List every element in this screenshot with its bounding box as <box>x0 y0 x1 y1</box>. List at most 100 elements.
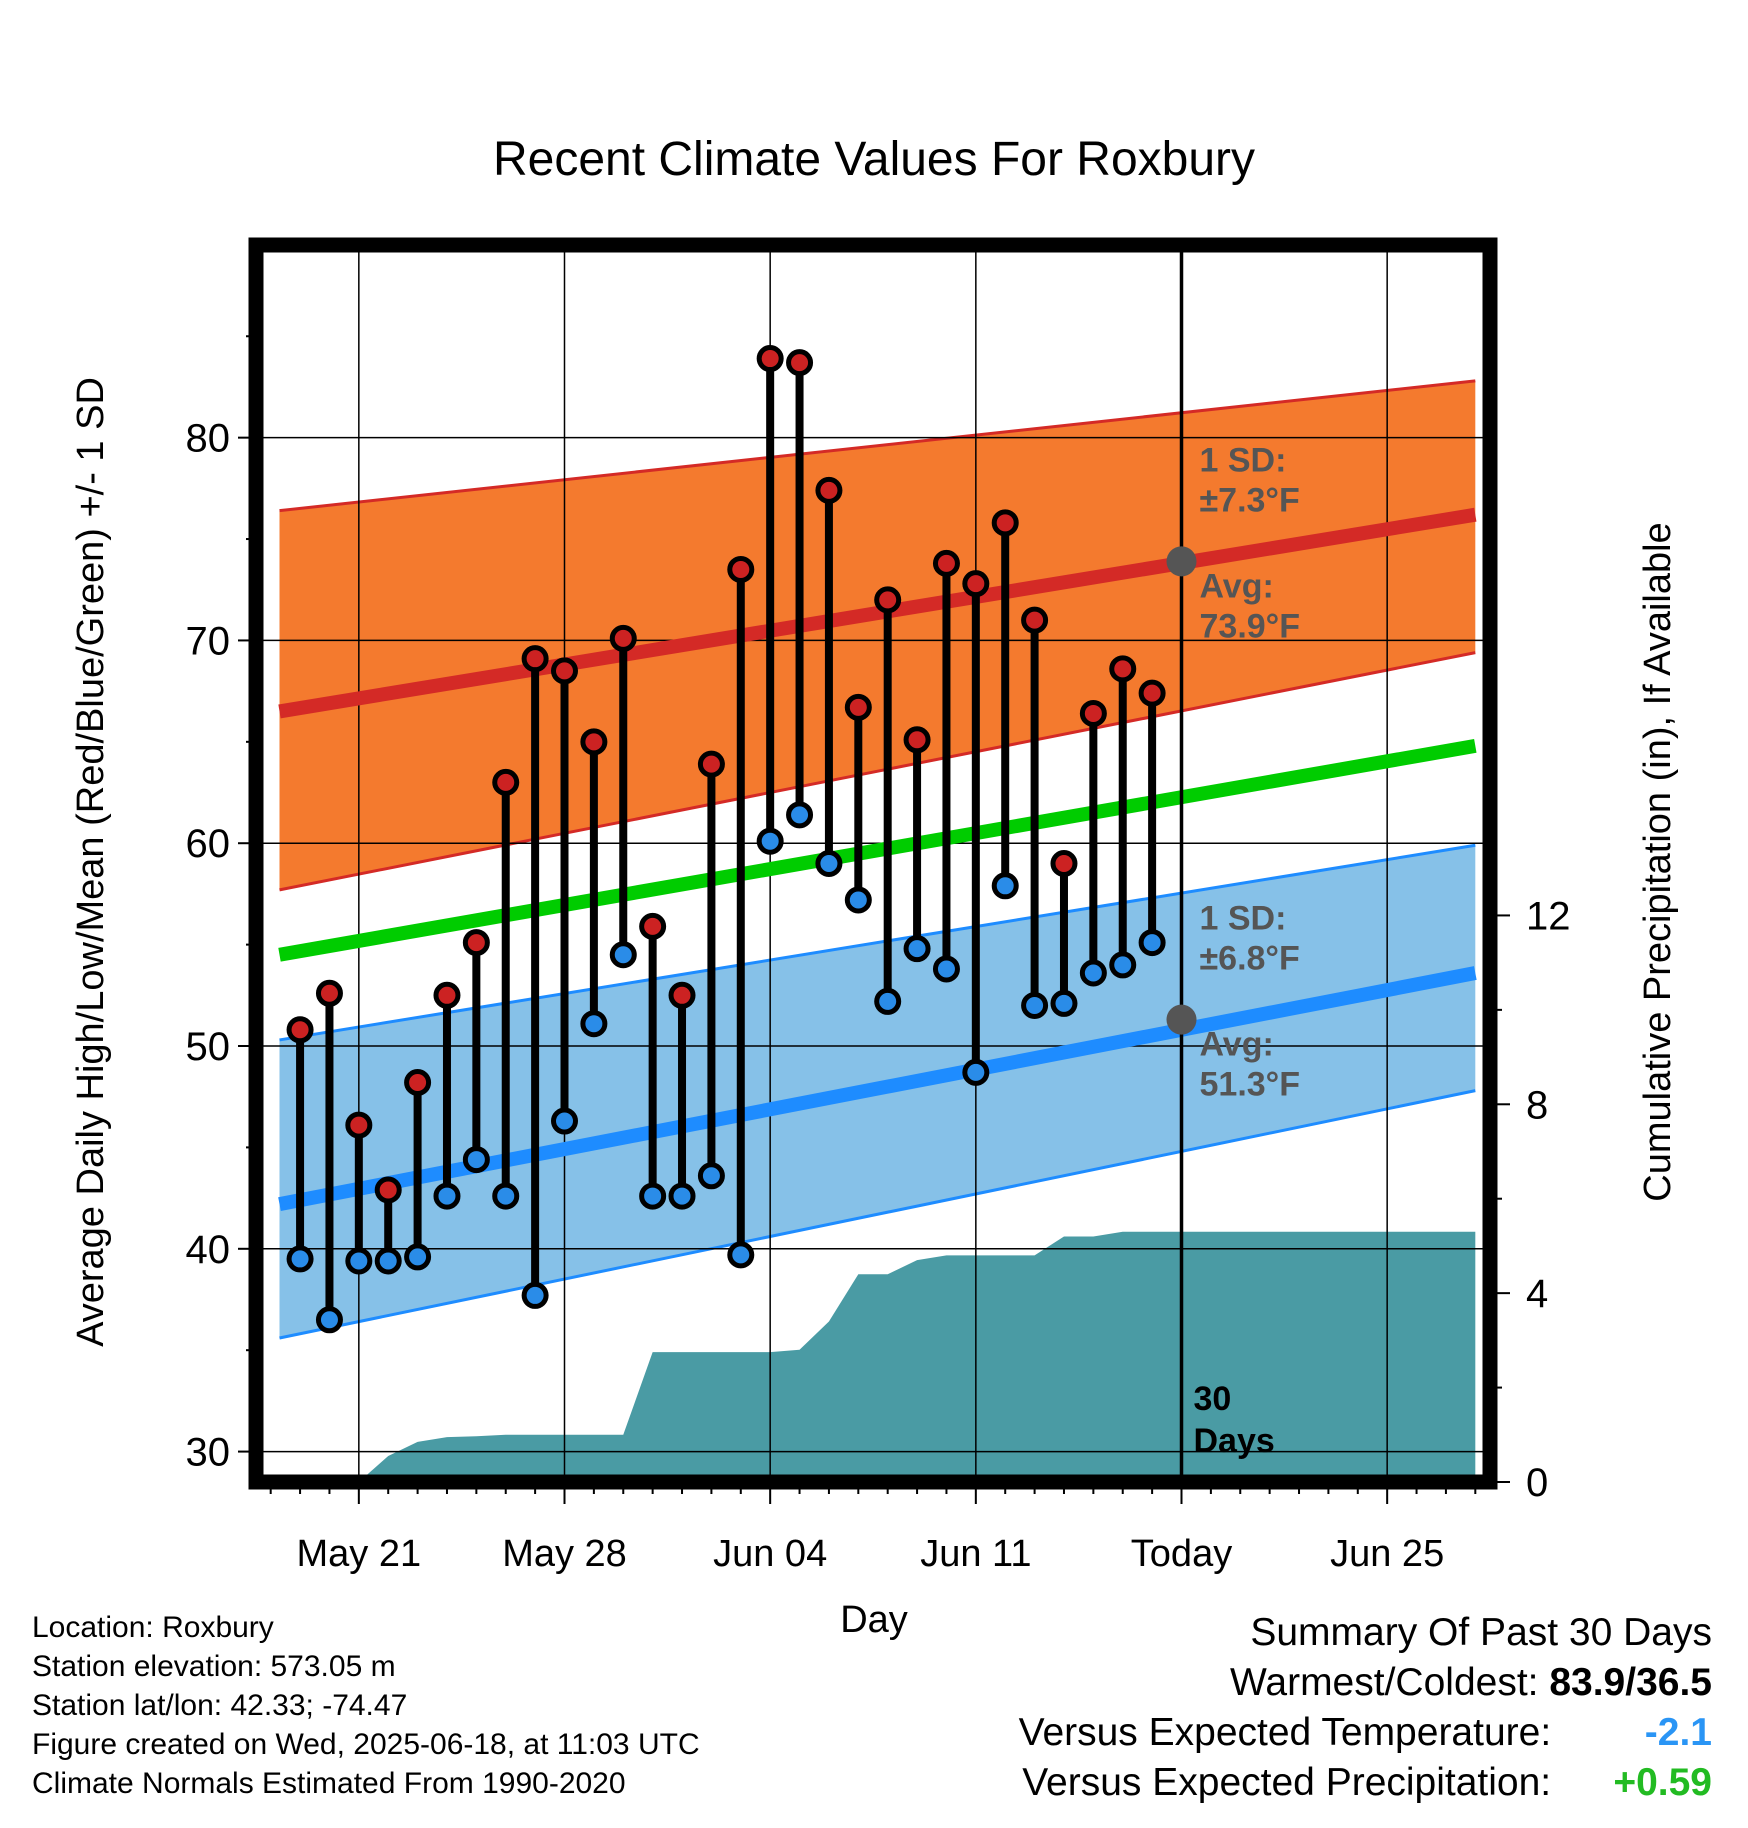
high-temp-point <box>286 1016 314 1044</box>
low-temp-point <box>1079 959 1107 987</box>
low-temp-point <box>639 1182 667 1210</box>
summary-panel: Summary Of Past 30 Days Warmest/Coldest:… <box>1019 1608 1712 1808</box>
low-temp-point <box>962 1058 990 1086</box>
elevation-text: Station elevation: 573.05 m <box>32 1650 396 1683</box>
today-avg-high-dot <box>1166 546 1197 577</box>
low-temp-point <box>756 827 784 855</box>
plot-frame <box>248 237 1498 1490</box>
high-temp-point <box>991 509 1019 537</box>
low-temp-point <box>580 1010 608 1038</box>
latlon-text: Station lat/lon: 42.33; -74.47 <box>32 1689 408 1722</box>
precip-area <box>358 1231 1476 1482</box>
y-tick-label: 60 <box>186 822 231 866</box>
high-temp-point <box>668 981 696 1009</box>
high-temp-point <box>462 929 490 957</box>
y-tick-label: 40 <box>186 1228 231 1272</box>
low-temp-point <box>1138 929 1166 957</box>
x-tick-label: Jun 04 <box>713 1533 827 1575</box>
low-sd-band-lower-edge <box>279 1089 1476 1340</box>
low-temp-point <box>286 1245 314 1273</box>
warm-cold-label: Warmest/Coldest: <box>1230 1661 1539 1704</box>
y2-tick-label: 8 <box>1526 1083 1548 1127</box>
high-temp-point <box>580 728 608 756</box>
high-temp-point <box>1109 655 1137 683</box>
high-temp-point <box>374 1176 402 1204</box>
low-temp-point <box>315 1306 343 1334</box>
low-temp-point <box>991 872 1019 900</box>
low-temp-point <box>874 987 902 1015</box>
chart-title: Recent Climate Values For Roxbury <box>493 133 1255 186</box>
summary-title: Summary Of Past 30 Days <box>1250 1611 1712 1654</box>
low-temp-point <box>815 850 843 877</box>
high-avg-label: Avg: <box>1200 567 1274 605</box>
low-temp-point <box>345 1247 373 1275</box>
summary-precip-row: Versus Expected Precipitation: +0.59 <box>1019 1758 1712 1808</box>
low-temp-point <box>433 1182 461 1210</box>
low-temp-point <box>374 1247 402 1275</box>
low-temp-point <box>521 1281 549 1309</box>
low-temp-point <box>903 935 931 963</box>
y-tick-label: 80 <box>186 417 231 461</box>
high-temp-point <box>815 476 843 504</box>
high-temp-point <box>1050 850 1078 877</box>
high-temp-point <box>639 912 667 940</box>
high-temp-point <box>962 570 990 598</box>
avg-high-line <box>278 507 1477 719</box>
low-temp-point <box>786 801 814 829</box>
created-text: Figure created on Wed, 2025-06-18, at 11… <box>32 1728 700 1761</box>
low-temp-point <box>1021 991 1049 1019</box>
high-temp-point <box>786 349 814 377</box>
location-text: Location: Roxbury <box>32 1611 274 1644</box>
high-temp-point <box>756 345 784 373</box>
y2-tick-label: 0 <box>1526 1461 1548 1505</box>
low-avg-value: 51.3°F <box>1200 1066 1301 1104</box>
high-temp-point <box>903 726 931 754</box>
precip-label: Versus Expected Precipitation: <box>1022 1761 1552 1804</box>
x-tick-label: May 21 <box>297 1533 422 1575</box>
low-temp-point <box>727 1241 755 1269</box>
high-sd-band-lower-edge <box>279 651 1476 892</box>
high-temp-point <box>874 586 902 614</box>
high-temp-point <box>1021 606 1049 634</box>
avg-mean-line <box>278 738 1477 962</box>
low-temp-point <box>668 1182 696 1210</box>
high-temp-point <box>609 624 637 652</box>
low-temp-point <box>492 1182 520 1210</box>
low-sd-value: ±6.8°F <box>1200 940 1300 978</box>
low-temp-point <box>404 1243 432 1271</box>
summary-warm-cold-row: Warmest/Coldest: 83.9/36.5 <box>1019 1658 1712 1708</box>
high-temp-point <box>433 981 461 1009</box>
high-temp-point <box>844 693 872 721</box>
x-tick-label: May 28 <box>502 1533 627 1575</box>
high-avg-value: 73.9°F <box>1200 607 1301 645</box>
high-temp-point <box>345 1111 373 1139</box>
x-tick-label: Jun 11 <box>920 1533 1031 1575</box>
high-temp-point <box>1079 699 1107 727</box>
days-word-label: Days <box>1194 1422 1275 1460</box>
high-temp-point <box>404 1069 432 1097</box>
days-count-label: 30 <box>1194 1380 1232 1418</box>
high-sd-label: 1 SD: <box>1200 441 1287 479</box>
x-tick-label: Today <box>1131 1533 1232 1575</box>
y2-axis-label: Cumulative Precipitation (in), If Availa… <box>1637 522 1679 1201</box>
high-sd-value: ±7.3°F <box>1200 481 1300 519</box>
high-temp-point <box>697 750 725 778</box>
y-axis-label: Average Daily High/Low/Mean (Red/Blue/Gr… <box>70 377 112 1347</box>
station-info: Location: Roxbury Station elevation: 573… <box>32 1608 700 1803</box>
low-temp-point <box>697 1162 725 1190</box>
x-axis-label: Day <box>840 1599 908 1641</box>
low-temp-point <box>844 886 872 914</box>
low-temp-point <box>1050 989 1078 1017</box>
x-tick-label: Jun 25 <box>1330 1533 1444 1575</box>
low-sd-label: 1 SD: <box>1200 900 1287 938</box>
y-tick-label: 30 <box>186 1431 231 1475</box>
high-temp-point <box>1138 679 1166 707</box>
low-temp-point <box>462 1146 490 1174</box>
high-temp-point <box>932 549 960 577</box>
y2-tick-label: 4 <box>1526 1272 1548 1316</box>
high-temp-point <box>521 645 549 673</box>
warm-cold-value: 83.9/36.5 <box>1549 1661 1712 1704</box>
